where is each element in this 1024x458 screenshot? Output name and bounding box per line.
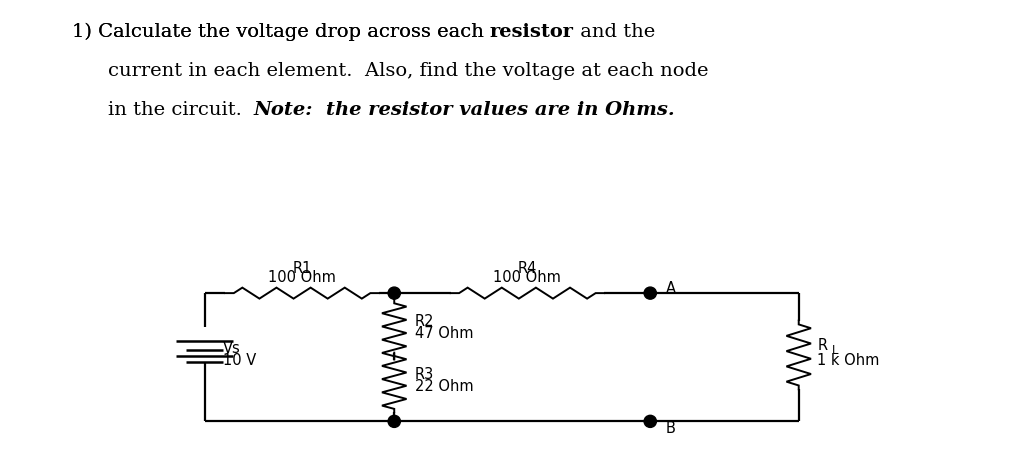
Text: L: L — [831, 344, 838, 357]
Text: 1 k Ohm: 1 k Ohm — [817, 353, 880, 368]
Text: in the circuit.: in the circuit. — [108, 101, 254, 119]
Text: 1) Calculate the voltage drop across each: 1) Calculate the voltage drop across eac… — [72, 23, 489, 41]
Text: Note:  the resistor values are in Ohms.: Note: the resistor values are in Ohms. — [254, 101, 676, 119]
Text: R3: R3 — [415, 367, 434, 382]
Text: B: B — [666, 421, 676, 436]
Text: R4: R4 — [518, 261, 537, 276]
Ellipse shape — [388, 415, 400, 427]
Text: 1) Calculate the voltage drop across each: 1) Calculate the voltage drop across eac… — [72, 23, 489, 41]
Text: A: A — [666, 281, 676, 296]
Text: 100 Ohm: 100 Ohm — [494, 270, 561, 285]
Text: R2: R2 — [415, 314, 434, 329]
Text: 47 Ohm: 47 Ohm — [415, 326, 473, 341]
Text: R: R — [817, 338, 827, 353]
Text: Vs: Vs — [223, 341, 241, 355]
Text: resistor: resistor — [489, 23, 573, 41]
Ellipse shape — [388, 287, 400, 299]
Text: and the: and the — [573, 23, 655, 41]
Text: current in each element.  Also, find the voltage at each node: current in each element. Also, find the … — [108, 62, 708, 80]
Text: R1: R1 — [293, 261, 311, 276]
Text: 22 Ohm: 22 Ohm — [415, 379, 473, 393]
Text: 10 V: 10 V — [223, 353, 256, 368]
Ellipse shape — [644, 415, 656, 427]
Text: 100 Ohm: 100 Ohm — [268, 270, 336, 285]
Ellipse shape — [644, 287, 656, 299]
